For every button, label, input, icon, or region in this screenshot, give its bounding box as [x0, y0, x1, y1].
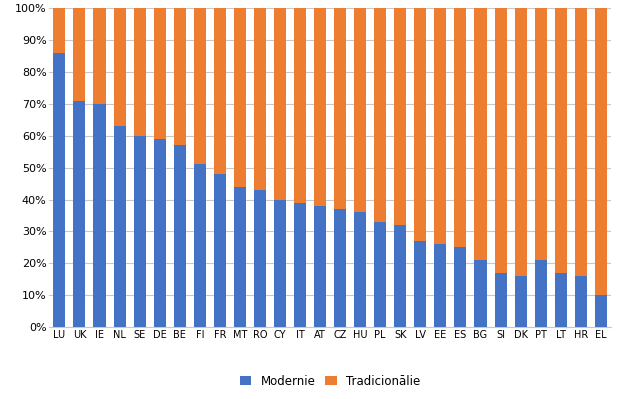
Bar — [133, 136, 146, 327]
Bar — [234, 187, 246, 327]
Bar — [434, 244, 447, 327]
Bar — [595, 295, 607, 327]
Bar — [154, 139, 165, 327]
Bar — [294, 203, 306, 327]
Bar — [114, 126, 125, 327]
Bar — [73, 101, 85, 327]
Bar — [94, 104, 106, 327]
Bar — [534, 260, 547, 327]
Bar — [314, 206, 326, 327]
Bar — [575, 8, 587, 276]
Bar — [334, 209, 346, 327]
Bar — [515, 276, 527, 327]
Bar — [534, 8, 547, 260]
Bar — [234, 8, 246, 187]
Bar — [314, 8, 326, 206]
Bar — [434, 8, 447, 244]
Bar — [415, 8, 426, 241]
Bar — [254, 190, 266, 327]
Bar — [154, 8, 165, 139]
Bar — [194, 164, 205, 327]
Bar — [94, 8, 106, 104]
Bar — [194, 8, 205, 164]
Bar — [575, 276, 587, 327]
Bar — [274, 8, 286, 199]
Bar — [274, 200, 286, 327]
Bar — [515, 8, 527, 276]
Bar — [374, 8, 386, 222]
Bar — [494, 273, 507, 327]
Bar — [595, 8, 607, 295]
Bar — [174, 8, 186, 145]
Bar — [53, 8, 65, 53]
Bar — [454, 247, 466, 327]
Bar — [73, 8, 85, 101]
Bar — [354, 212, 366, 327]
Bar — [334, 8, 346, 209]
Bar — [415, 241, 426, 327]
Bar — [133, 8, 146, 136]
Bar — [354, 8, 366, 212]
Bar — [53, 53, 65, 327]
Legend: Modernie, Tradicionālie: Modernie, Tradicionālie — [239, 375, 421, 387]
Bar — [555, 273, 566, 327]
Bar — [254, 8, 266, 190]
Bar — [213, 174, 226, 327]
Bar — [454, 8, 466, 247]
Bar — [394, 8, 406, 225]
Bar — [213, 8, 226, 174]
Bar — [174, 145, 186, 327]
Bar — [494, 8, 507, 273]
Bar — [394, 225, 406, 327]
Bar — [474, 8, 486, 260]
Bar — [294, 8, 306, 203]
Bar — [374, 222, 386, 327]
Bar — [555, 8, 566, 273]
Bar — [114, 8, 125, 126]
Bar — [474, 260, 486, 327]
